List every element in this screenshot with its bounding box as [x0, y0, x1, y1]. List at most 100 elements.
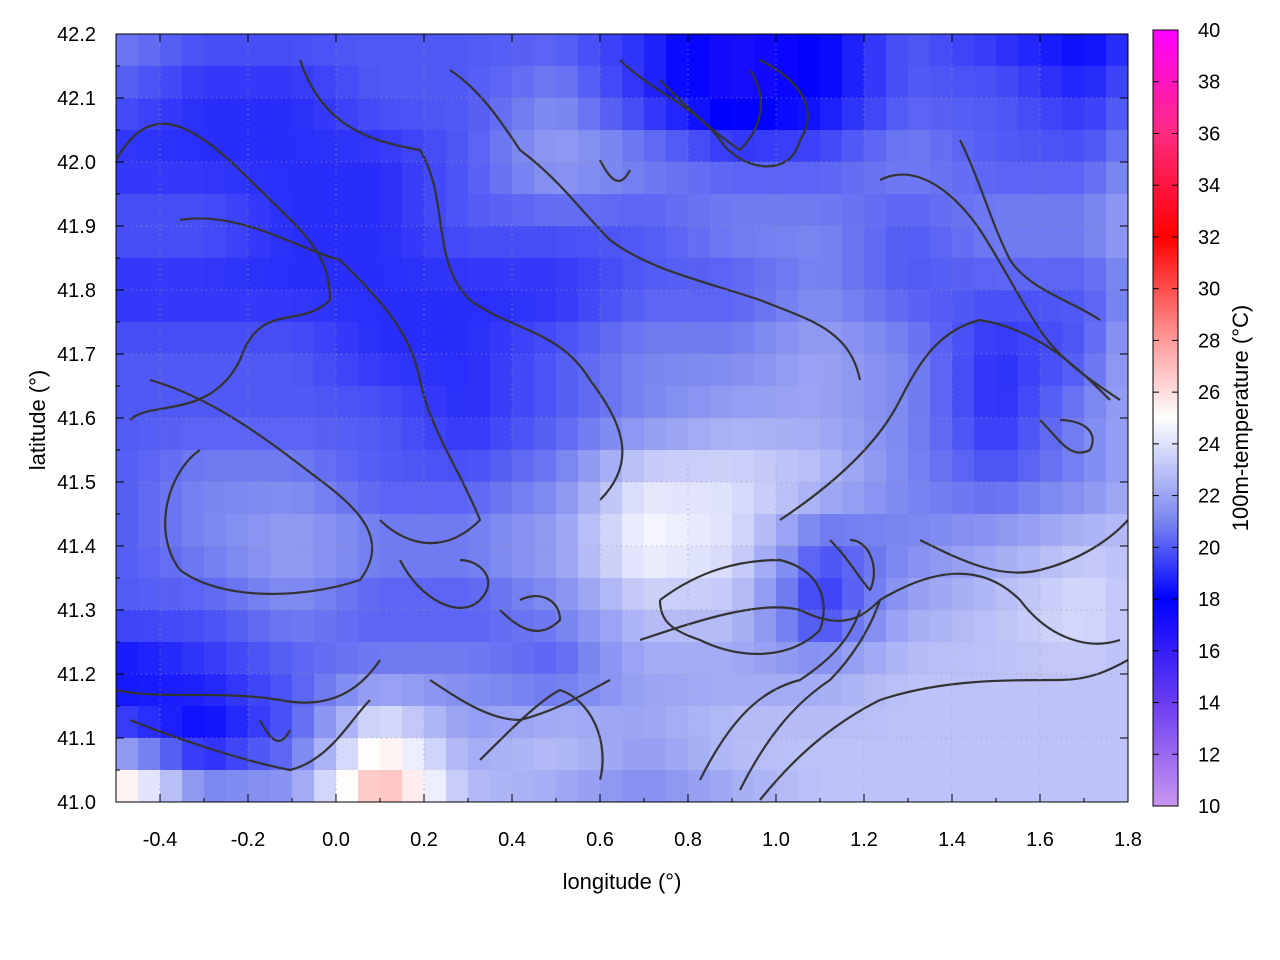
heatmap-cell: [908, 226, 931, 259]
heatmap-cell: [226, 418, 249, 451]
heatmap-cell: [644, 578, 667, 611]
heatmap-cell: [512, 418, 535, 451]
heatmap-cell: [666, 354, 689, 387]
heatmap-cell: [908, 610, 931, 643]
heatmap-cell: [754, 546, 777, 579]
heatmap-cell: [710, 770, 733, 802]
heatmap-cell: [1106, 642, 1128, 675]
heatmap-cell: [930, 354, 953, 387]
heatmap-cell: [864, 738, 887, 771]
heatmap-cell: [974, 418, 997, 451]
heatmap-cell: [182, 482, 205, 515]
heatmap-cell: [380, 770, 403, 802]
heatmap-cell: [974, 482, 997, 515]
heatmap-cell: [248, 34, 271, 67]
heatmap-cell: [996, 642, 1019, 675]
heatmap-cell: [1084, 98, 1107, 131]
heatmap-cell: [380, 642, 403, 675]
heatmap-cell: [160, 386, 183, 419]
heatmap-cell: [622, 706, 645, 739]
heatmap-cell: [182, 770, 205, 802]
heatmap-cell: [710, 258, 733, 291]
colorbar-tick-label: 40: [1198, 20, 1220, 42]
heatmap-cell: [270, 482, 293, 515]
heatmap-cell: [622, 322, 645, 355]
heatmap-cell: [952, 482, 975, 515]
heatmap-cell: [776, 450, 799, 483]
heatmap-cell: [314, 386, 337, 419]
heatmap-cell: [204, 34, 227, 67]
heatmap-cell: [556, 514, 579, 547]
heatmap-cell: [688, 482, 711, 515]
heatmap-cell: [622, 610, 645, 643]
heatmap-cell: [1106, 610, 1128, 643]
heatmap-cell: [688, 418, 711, 451]
heatmap-cell: [886, 610, 909, 643]
heatmap-cell: [908, 770, 931, 802]
heatmap-cell: [952, 34, 975, 67]
heatmap-cell: [490, 98, 513, 131]
heatmap-cell: [160, 706, 183, 739]
heatmap-cell: [908, 482, 931, 515]
heatmap-cell: [160, 578, 183, 611]
heatmap-cell: [160, 418, 183, 451]
heatmap-cell: [204, 450, 227, 483]
heatmap-cell: [930, 66, 953, 99]
heatmap-cell: [534, 674, 557, 707]
heatmap-cell: [864, 258, 887, 291]
heatmap-cell: [820, 354, 843, 387]
heatmap-cell: [1062, 194, 1085, 227]
heatmap-cell: [732, 386, 755, 419]
heatmap-cell: [908, 450, 931, 483]
heatmap-cell: [1062, 162, 1085, 195]
heatmap-cell: [1062, 450, 1085, 483]
heatmap-cell: [710, 546, 733, 579]
heatmap-cell: [1040, 706, 1063, 739]
heatmap-cell: [270, 642, 293, 675]
heatmap-cell: [1040, 642, 1063, 675]
heatmap-cell: [292, 674, 315, 707]
heatmap-cell: [534, 482, 557, 515]
colorbar-tick-label: 30: [1198, 279, 1220, 301]
heatmap-cell: [1084, 66, 1107, 99]
heatmap-cell: [732, 258, 755, 291]
heatmap-cell: [776, 514, 799, 547]
heatmap-cell: [138, 226, 161, 259]
heatmap-cell: [776, 354, 799, 387]
heatmap-cell: [578, 514, 601, 547]
heatmap-cell: [644, 706, 667, 739]
heatmap-cell: [666, 386, 689, 419]
heatmap-cell: [930, 450, 953, 483]
heatmap-cell: [314, 514, 337, 547]
heatmap-cell: [864, 418, 887, 451]
heatmap-cell: [732, 354, 755, 387]
heatmap-cell: [864, 770, 887, 802]
heatmap-cell: [138, 770, 161, 802]
heatmap-cell: [886, 482, 909, 515]
heatmap-cell: [688, 386, 711, 419]
heatmap-cell: [644, 354, 667, 387]
heatmap-cell: [556, 610, 579, 643]
x-tick-label: 0.6: [586, 829, 614, 851]
heatmap-cell: [1106, 578, 1128, 611]
heatmap-cell: [512, 642, 535, 675]
heatmap-cell: [336, 610, 359, 643]
heatmap-cell: [974, 738, 997, 771]
heatmap-cell: [490, 546, 513, 579]
heatmap-cell: [600, 674, 623, 707]
heatmap-cell: [446, 34, 469, 67]
heatmap-cell: [292, 130, 315, 163]
heatmap-cell: [974, 578, 997, 611]
heatmap-cell: [1106, 354, 1128, 387]
heatmap-cell: [468, 194, 491, 227]
heatmap-cell: [930, 226, 953, 259]
heatmap-cell: [776, 322, 799, 355]
heatmap-cell: [688, 354, 711, 387]
heatmap-cell: [1062, 290, 1085, 323]
heatmap-cell: [710, 226, 733, 259]
heatmap-cell: [556, 354, 579, 387]
heatmap-cell: [270, 386, 293, 419]
heatmap-cell: [248, 674, 271, 707]
heatmap-cell: [930, 162, 953, 195]
heatmap-cell: [754, 482, 777, 515]
